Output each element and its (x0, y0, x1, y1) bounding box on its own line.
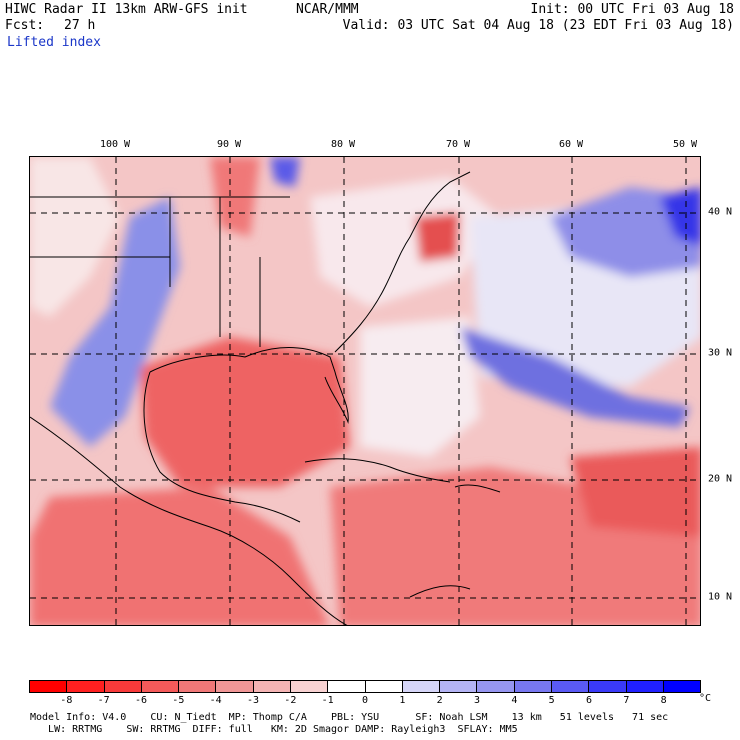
color-scale-cell (663, 681, 701, 692)
color-scale-tick-label: -1 (321, 695, 334, 706)
coastlines (30, 171, 501, 625)
lon-label-50w: 50 W (672, 139, 698, 150)
color-scale-unit: °C (699, 693, 712, 704)
field-blue-northeast (550, 187, 700, 277)
pacific-coast (30, 416, 348, 625)
color-scale-tick-label: -5 (172, 695, 185, 706)
organization-label: NCAR/MMM (296, 2, 359, 17)
lat-label-10n: 10 N (708, 591, 733, 603)
model-info-line1: Model Info: V4.0 CU: N_Tiedt MP: Thomp C… (30, 712, 669, 723)
lat-label-40n: 40 N (708, 206, 733, 218)
color-scale-bar (29, 680, 701, 693)
color-scale-tick-label: 7 (623, 695, 630, 706)
graticule (30, 157, 700, 625)
lon-label-90w: 90 W (216, 139, 242, 150)
color-scale-cell (589, 681, 627, 692)
color-scale-tick-label: 4 (511, 695, 518, 706)
field-red-offshore (415, 212, 460, 262)
color-scale-tick-label: 0 (361, 695, 369, 706)
color-scale-tick-label: 8 (660, 695, 667, 706)
field-pale-bahamas (360, 317, 480, 457)
lat-label-30n: 30 N (708, 347, 733, 359)
init-time: Init: 00 UTC Fri 03 Aug 18 (530, 2, 735, 17)
state-borders (30, 196, 290, 347)
color-scale-tick-label: 6 (585, 695, 593, 706)
color-scale-cell (290, 681, 329, 692)
hispaniola (454, 484, 501, 493)
field-blue-mexico (50, 197, 180, 447)
lon-label-100w: 100 W (99, 139, 131, 150)
color-scale-cell (104, 681, 142, 692)
us-east-coast (334, 171, 471, 353)
field-name: Lifted index (7, 35, 101, 50)
color-scale-tick-label: -8 (60, 695, 73, 706)
color-scale-tick-label: -2 (284, 695, 297, 706)
lon-label-70w: 70 W (445, 139, 471, 150)
color-scale-cell (67, 681, 105, 692)
color-scale-cell (179, 681, 217, 692)
valid-time: Valid: 03 UTC Sat 04 Aug 18 (23 EDT Fri … (342, 18, 734, 33)
south-america-coast (409, 585, 471, 598)
color-scale-cell (216, 681, 254, 692)
field-red-east (570, 447, 700, 537)
color-scale-tick-label: -3 (246, 695, 260, 706)
color-scale-cell (365, 681, 403, 692)
field-blue-core (660, 187, 700, 247)
color-scale-cell (440, 681, 478, 692)
lon-label-80w: 80 W (330, 139, 356, 150)
color-scale-tick-label: 2 (436, 695, 443, 706)
color-scale-cell (514, 681, 552, 692)
model-info-line2: LW: RRTMG SW: RRTMG DIFF: full KM: 2D Sm… (30, 724, 518, 735)
map-field-svg (30, 157, 700, 625)
lifted-index-map (29, 156, 701, 626)
color-scale-tick-label: 3 (473, 695, 481, 706)
forecast-label: Fcst: (5, 18, 45, 33)
lon-label-60w: 60 W (558, 139, 584, 150)
color-scale-cell (30, 681, 68, 692)
forecast-hour: 27 h (64, 18, 96, 33)
color-scale-tick-label: -6 (134, 695, 148, 706)
color-scale-cell (328, 681, 366, 692)
color-scale-cell (141, 681, 180, 692)
color-scale-tick-label: 1 (399, 695, 406, 706)
field-red-gulf (140, 337, 350, 487)
field-blue-lakes (270, 157, 300, 187)
color-scale-cell (551, 681, 590, 692)
color-scale-cell (253, 681, 291, 692)
color-scale-tick-label: 5 (548, 695, 555, 706)
cuba (304, 458, 451, 483)
color-scale-cell (626, 681, 664, 692)
color-scale-cell (477, 681, 515, 692)
color-scale-cell (402, 681, 441, 692)
field-red-pacific (30, 487, 330, 625)
color-scale-tick-label: -4 (209, 695, 222, 706)
mexico-gulf-coast (143, 371, 301, 523)
map-title: HIWC Radar II 13km ARW-GFS init (5, 2, 248, 17)
field-blue-band (460, 327, 690, 427)
color-scale-tick-label: -7 (97, 695, 110, 706)
field-pale-atlantic (310, 177, 500, 307)
lat-label-20n: 20 N (708, 473, 733, 485)
